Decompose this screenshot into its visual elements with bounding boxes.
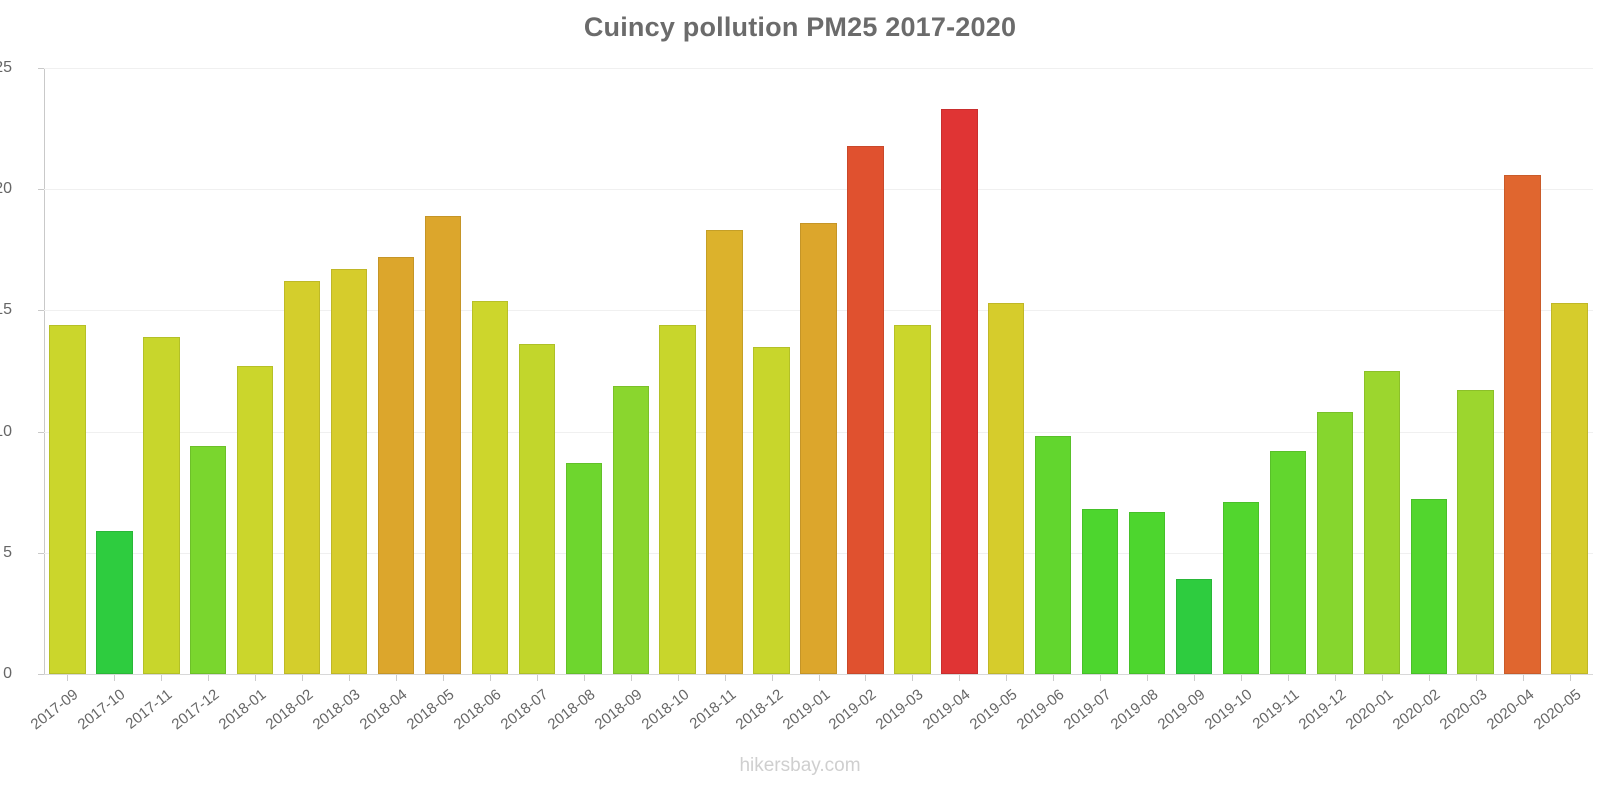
bar[interactable] [612, 385, 649, 674]
x-axis-tick-mark [1287, 675, 1289, 681]
x-axis-tick-mark [677, 675, 679, 681]
x-axis-tick-mark [1240, 675, 1242, 681]
x-axis-tick-mark [583, 675, 585, 681]
x-axis-tick-mark [1381, 675, 1383, 681]
x-axis-tick-mark [959, 675, 961, 681]
bar[interactable] [518, 344, 556, 674]
bar[interactable] [143, 337, 180, 674]
bar[interactable] [565, 463, 602, 674]
bar[interactable] [1175, 579, 1213, 674]
y-axis-tick-mark [38, 68, 44, 69]
bar[interactable] [800, 223, 837, 674]
x-axis-tick-mark [208, 675, 210, 681]
x-axis-tick-mark [442, 675, 444, 681]
bar[interactable] [1035, 436, 1072, 674]
y-axis-tick-mark [38, 552, 44, 554]
bar[interactable] [753, 346, 790, 674]
x-axis-tick-mark [1147, 675, 1149, 681]
bar[interactable] [894, 324, 931, 674]
gridline [44, 189, 1593, 191]
bar[interactable] [1269, 451, 1307, 674]
bar[interactable] [988, 303, 1025, 674]
x-axis-tick-mark [349, 675, 351, 681]
bar[interactable] [659, 324, 696, 674]
x-axis-tick-mark [255, 675, 257, 681]
x-axis-tick-mark [1522, 675, 1524, 681]
x-axis-tick-mark [771, 675, 773, 681]
x-axis-tick-mark [1053, 675, 1055, 681]
x-axis-tick-mark [489, 675, 491, 681]
bar[interactable] [1222, 501, 1260, 674]
x-axis-tick-mark [1569, 675, 1571, 681]
bar[interactable] [237, 366, 274, 674]
bar[interactable] [1551, 303, 1588, 674]
bar[interactable] [941, 109, 978, 674]
bar[interactable] [283, 281, 321, 674]
x-axis-tick-mark [1475, 675, 1477, 681]
bar[interactable] [330, 269, 368, 674]
x-axis-tick-mark [67, 675, 69, 681]
x-axis-tick-mark [396, 675, 398, 681]
chart-title: Cuincy pollution PM25 2017-2020 [583, 12, 1017, 42]
bar[interactable] [706, 230, 743, 674]
y-axis-tick-label: 10 [0, 422, 12, 440]
y-axis-tick-mark [38, 189, 44, 191]
x-axis-tick-mark [724, 675, 726, 681]
bar[interactable] [471, 300, 509, 674]
x-axis-tick-mark [1100, 675, 1102, 681]
y-axis-tick-mark [38, 431, 44, 433]
y-axis-tick-label: 15 [0, 301, 12, 319]
y-axis-tick-mark [38, 310, 44, 312]
y-axis-tick-mark [38, 674, 44, 675]
x-axis-tick-mark [161, 675, 163, 681]
plot-area [44, 68, 1593, 674]
x-axis-tick-mark [912, 675, 914, 681]
bar[interactable] [1363, 371, 1400, 674]
bar[interactable] [377, 257, 415, 674]
bar[interactable] [847, 145, 884, 674]
y-axis-tick-label: 20 [0, 180, 12, 198]
x-axis-tick-mark [536, 675, 538, 681]
bar[interactable] [424, 215, 462, 674]
x-axis-tick-mark [818, 675, 820, 681]
y-axis-tick-label: 5 [3, 543, 12, 561]
x-axis-tick-mark [1334, 675, 1336, 681]
y-axis-tick-label: 0 [3, 665, 12, 682]
bar[interactable] [1457, 390, 1494, 674]
bar[interactable] [1081, 509, 1119, 674]
x-axis-tick-mark [114, 675, 116, 681]
x-axis-tick-mark [1194, 675, 1195, 681]
bar[interactable] [1410, 499, 1447, 674]
x-axis-tick-mark [1428, 675, 1430, 681]
x-axis-tick-mark [630, 675, 632, 681]
bar[interactable] [96, 530, 133, 674]
x-axis-tick-mark [1006, 675, 1008, 681]
bar[interactable] [1316, 412, 1354, 674]
gridline [44, 68, 1593, 69]
source-watermark: hikersbay.com [739, 755, 861, 776]
x-axis-tick-mark [865, 675, 867, 681]
x-axis-tick-mark [302, 675, 304, 681]
bar[interactable] [1504, 174, 1541, 674]
bar[interactable] [190, 446, 227, 674]
bar[interactable] [49, 324, 86, 674]
y-axis-line [44, 68, 45, 675]
bar[interactable] [1128, 511, 1166, 674]
y-axis-tick-label: 25 [0, 59, 12, 76]
x-axis-line [44, 674, 1593, 675]
